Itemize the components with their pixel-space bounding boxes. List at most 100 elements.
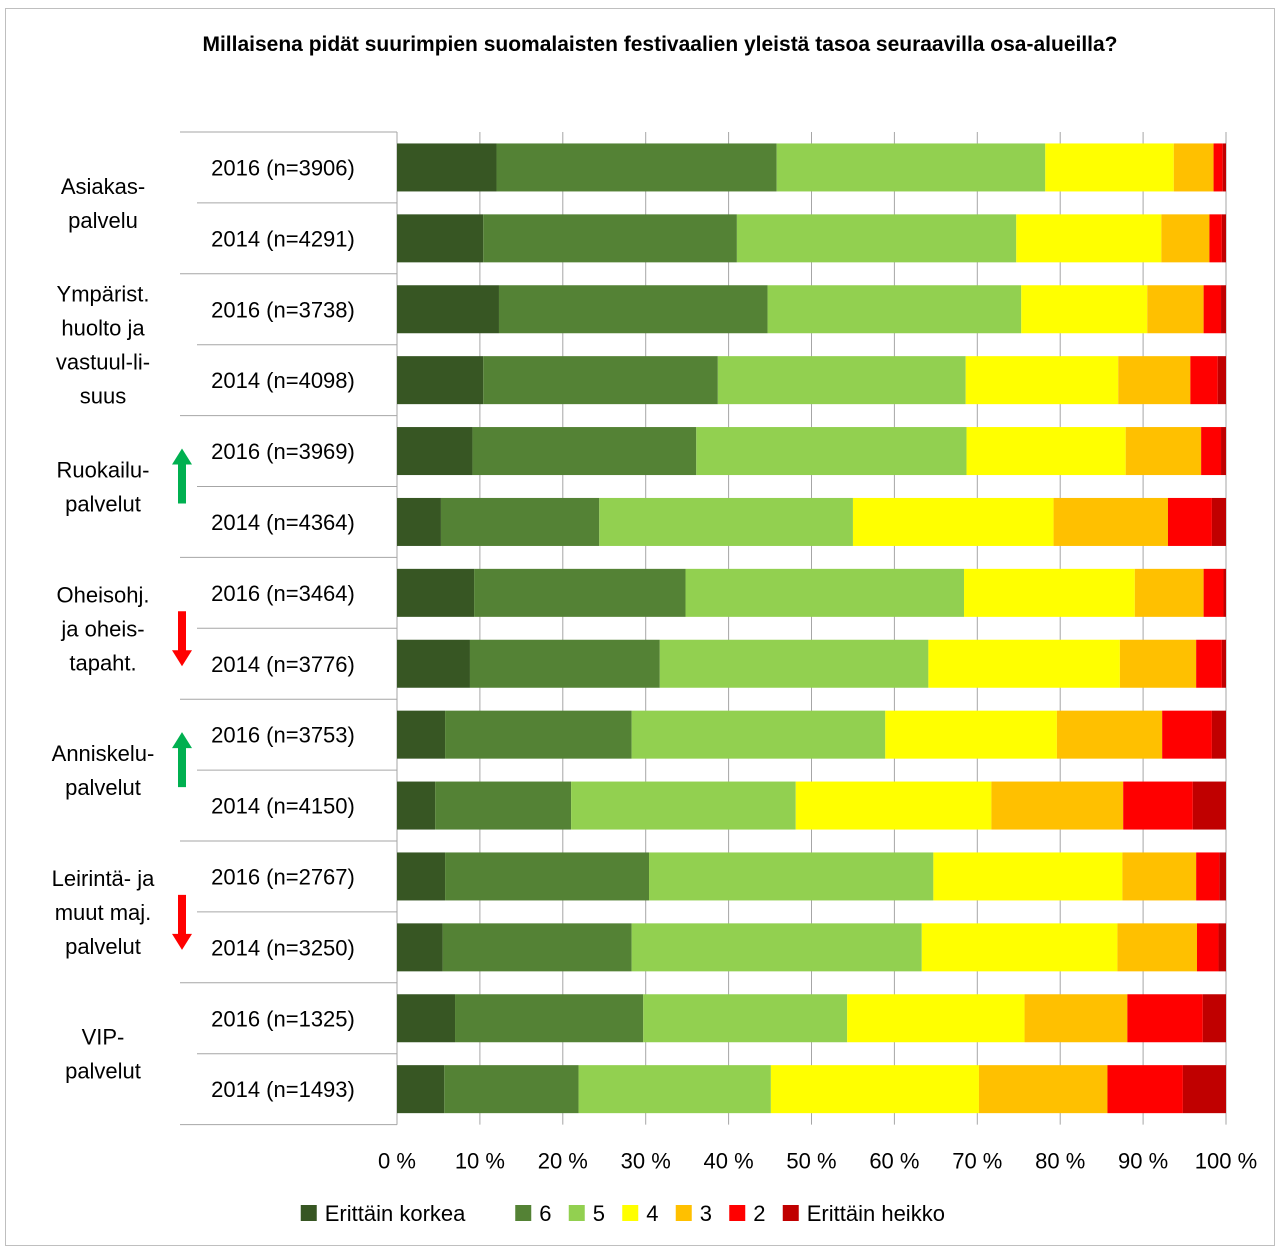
- bar-segment: [1016, 214, 1162, 263]
- bar-segment: [933, 852, 1123, 901]
- group-label: suus: [80, 384, 126, 409]
- bar-segment: [397, 143, 497, 192]
- bar-segment: [397, 285, 499, 334]
- bar-segment: [397, 356, 484, 405]
- bar-segment: [847, 994, 1025, 1043]
- bar-segment: [1219, 852, 1226, 901]
- bar-segment: [474, 568, 686, 617]
- bar-segment: [442, 923, 632, 972]
- bar-segment: [1222, 143, 1226, 192]
- bar-segment: [1107, 1065, 1183, 1114]
- category-label: 2014 (n=3250): [211, 935, 355, 960]
- bar-segment: [1167, 497, 1212, 546]
- bar-segment: [578, 1065, 771, 1114]
- bar-segment: [1221, 427, 1226, 476]
- bar-segment: [1173, 143, 1214, 192]
- group-label: Oheisohj.: [57, 582, 150, 607]
- x-tick-label: 30 %: [621, 1149, 671, 1174]
- x-tick-label: 70 %: [952, 1149, 1002, 1174]
- x-tick-label: 0 %: [378, 1149, 416, 1174]
- bar-segment: [991, 781, 1124, 830]
- bar-segment: [1118, 356, 1191, 405]
- category-label: 2016 (n=3906): [211, 155, 355, 180]
- bar-segment: [469, 639, 660, 688]
- category-label: 2014 (n=4098): [211, 368, 355, 393]
- group-label: palvelut: [65, 934, 141, 959]
- group-label: Anniskelu-: [52, 741, 155, 766]
- bar-segment: [1221, 285, 1226, 334]
- bar-segment: [685, 568, 965, 617]
- bar-segment: [1161, 214, 1210, 263]
- bar-segment: [435, 781, 572, 830]
- bar-segment: [599, 497, 853, 546]
- bar-segment: [659, 639, 929, 688]
- bar-segment: [631, 710, 886, 759]
- legend-label: Erittäin korkea: [325, 1201, 466, 1226]
- bar-segment: [1125, 427, 1202, 476]
- x-tick-label: 20 %: [538, 1149, 588, 1174]
- bar-segment: [397, 781, 436, 830]
- bar-segment: [1021, 285, 1148, 334]
- legend-swatch: [675, 1205, 692, 1221]
- legend-label: 2: [753, 1201, 765, 1226]
- legend-label: 6: [539, 1201, 551, 1226]
- bar-segment: [397, 427, 473, 476]
- bar-segment: [1221, 214, 1226, 263]
- trend-up-arrow-icon: [172, 732, 192, 788]
- bar-segment: [397, 852, 446, 901]
- bar-segment: [397, 639, 470, 688]
- legend-swatch: [782, 1205, 799, 1221]
- bar-segment: [397, 1065, 445, 1114]
- legend-swatch: [515, 1205, 532, 1221]
- group-label: palvelut: [65, 1059, 141, 1084]
- x-tick-label: 100 %: [1195, 1149, 1257, 1174]
- trend-up-arrow-icon: [172, 448, 192, 504]
- bar-segment: [1122, 852, 1197, 901]
- bar-segment: [1045, 143, 1174, 192]
- bar-segment: [1162, 710, 1212, 759]
- bar-segment: [397, 710, 446, 759]
- x-tick-label: 50 %: [786, 1149, 836, 1174]
- bar-segment: [1134, 568, 1204, 617]
- legend-swatch: [300, 1205, 317, 1221]
- legend-label: Erittäin heikko: [807, 1201, 945, 1226]
- category-label: 2016 (n=3738): [211, 297, 355, 322]
- bar-segment: [1196, 923, 1219, 972]
- group-label: ja oheis-: [60, 616, 144, 641]
- bar-segment: [397, 923, 443, 972]
- x-tick-label: 10 %: [455, 1149, 505, 1174]
- bar-segment: [1221, 639, 1226, 688]
- bar-segment: [1196, 852, 1220, 901]
- bar-segment: [455, 994, 644, 1043]
- group-label: muut maj.: [55, 900, 152, 925]
- bar-segment: [770, 1065, 979, 1114]
- bar-segment: [1192, 781, 1226, 830]
- bar-segment: [1119, 639, 1197, 688]
- bar-segment: [1196, 639, 1222, 688]
- bar-segment: [472, 427, 697, 476]
- bar-segment: [483, 214, 737, 263]
- category-label: 2016 (n=3969): [211, 439, 355, 464]
- trend-down-arrow-icon: [172, 611, 192, 667]
- bar-segment: [444, 1065, 579, 1114]
- bar-segment: [643, 994, 848, 1043]
- category-label: 2014 (n=3776): [211, 652, 355, 677]
- bar-segment: [1211, 497, 1226, 546]
- legend-label: 5: [593, 1201, 605, 1226]
- bar-segment: [496, 143, 777, 192]
- bar-segment: [1223, 568, 1226, 617]
- group-label: Ympärist.: [57, 282, 150, 307]
- bar-segment: [736, 214, 1017, 263]
- bar-segment: [928, 639, 1120, 688]
- bar-segment: [649, 852, 934, 901]
- bar-segment: [795, 781, 992, 830]
- bar-segment: [885, 710, 1057, 759]
- bar-segment: [440, 497, 600, 546]
- bar-segment: [1201, 427, 1222, 476]
- category-label: 2016 (n=3753): [211, 723, 355, 748]
- bar-segment: [1213, 143, 1223, 192]
- group-label: Ruokailu-: [57, 458, 150, 483]
- bar-segment: [397, 214, 484, 263]
- bar-segment: [1211, 710, 1226, 759]
